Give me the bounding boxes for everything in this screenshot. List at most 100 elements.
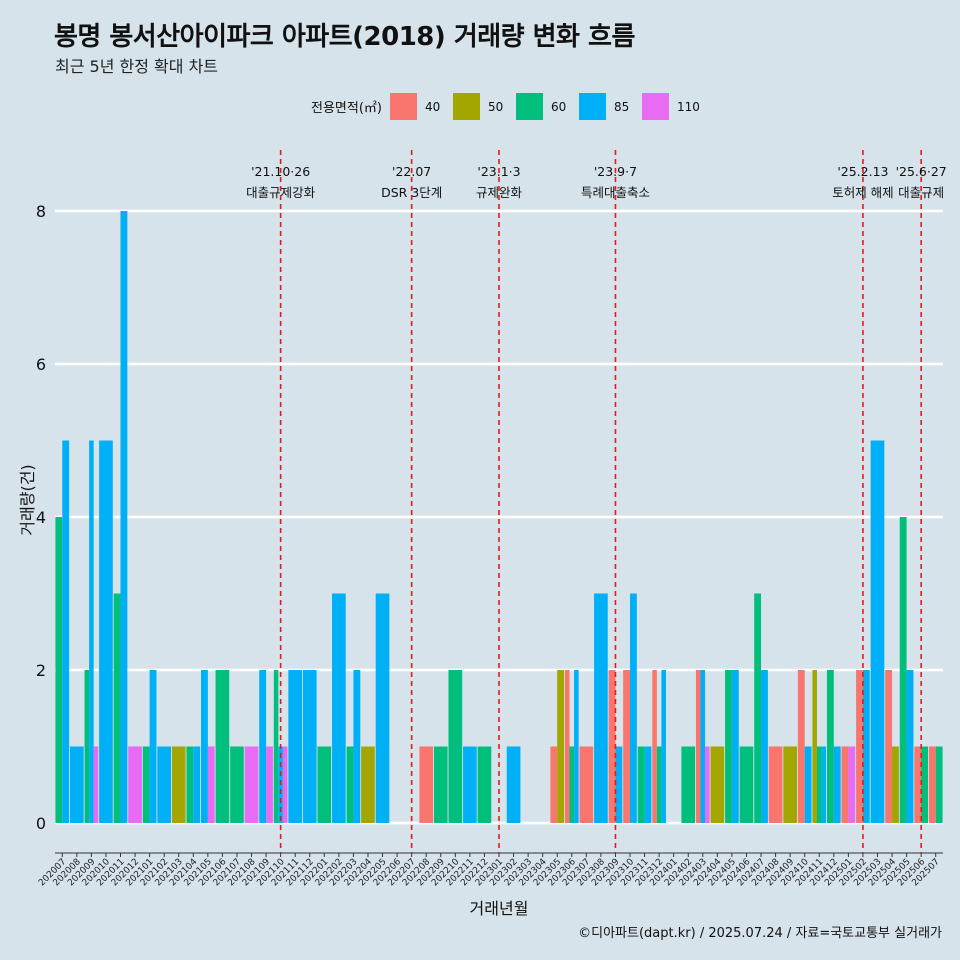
bar-202101-85 [149,670,157,823]
bar-202506-60 [921,746,929,823]
bar-202408-40 [768,746,783,823]
bar-202312-60 [656,746,662,823]
bar-202105-110 [207,746,215,823]
bar-202107-60 [230,746,244,823]
bar-202305-50 [557,670,565,823]
x-axis-title: 거래년월 [470,899,529,918]
bar-202011-60 [113,593,121,823]
bar-202205-85 [375,593,390,823]
bar-202407-85 [761,670,768,823]
legend-label-110: 110 [676,99,700,114]
bar-202410-85 [804,746,812,823]
bar-202201-60 [317,746,332,823]
y-tick-label: 6 [36,355,46,374]
bar-202302-85 [506,746,521,823]
bar-202203-60 [346,746,354,823]
event-name-label: 토허제 해제 [832,185,893,200]
bar-202505-60 [899,517,907,823]
legend-label-40: 40 [424,99,441,114]
bar-202306-40 [564,670,570,823]
bar-202407-60 [754,593,762,823]
bar-202203-85 [353,670,361,823]
bar-202202-85 [332,593,346,823]
bar-202108-110 [244,746,259,823]
bar-202305-40 [550,746,558,823]
bar-202403-110 [705,746,710,823]
bar-202008-85 [69,746,84,823]
legend-item-40: 40 [389,93,445,120]
event-name-label: 대출규제강화 [246,185,316,200]
bar-202111-85 [288,670,303,823]
bar-202106-60 [215,670,230,823]
source-caption: ©디아파트(dapt.kr) / 2025.07.24 / 자료=국토교통부 실… [578,926,942,941]
bar-202504-40 [885,670,893,823]
bar-202306-85 [574,670,579,823]
bar-202212-60 [477,746,492,823]
bar-202406-60 [739,746,754,823]
y-axis-title: 거래량(건) [18,464,37,535]
bar-202101-60 [142,746,150,823]
bar-202409-50 [783,746,797,823]
event-date-label: '21.10·26 [251,164,310,179]
bar-202310-40 [623,670,631,823]
bar-202411-85 [821,746,827,823]
bar-202506-40 [914,746,922,823]
y-tick-label: 4 [36,508,46,527]
legend-title: 전용면적(㎡) [311,101,382,116]
bar-202308-85 [594,593,608,823]
bar-202405-85 [731,670,739,823]
bar-202402-60 [681,746,696,823]
bar-202411-50 [812,670,817,823]
bar-202501-110 [848,746,856,823]
bar-202405-60 [725,670,732,823]
legend-item-50: 50 [452,93,508,120]
bar-202309-40 [608,670,616,823]
bar-202211-85 [463,746,477,823]
event-name-label: 특례대출축소 [581,185,650,200]
bar-202504-50 [892,746,899,823]
bar-202306-60 [569,746,575,823]
bar-202103-50 [171,746,186,823]
bar-202503-85 [870,440,885,823]
y-tick-label: 2 [36,661,46,680]
bar-202411-60 [816,746,822,823]
legend-label-85: 85 [613,99,630,114]
bar-202505-85 [906,670,914,823]
event-date-label: '22.07 [392,164,431,179]
legend-label-50: 50 [487,99,504,114]
legend-swatch-50 [452,93,480,120]
bar-202410-40 [797,670,805,823]
y-tick-label: 0 [36,814,46,833]
event-date-label: '25.6·27 [896,164,947,179]
bar-202307-40 [579,746,594,823]
bar-202412-60 [826,670,834,823]
bar-202105-85 [201,670,208,823]
bar-202404-50 [710,746,725,823]
legend-swatch-60 [515,93,543,120]
bar-202012-110 [128,746,142,823]
bar-202010-85 [99,440,113,823]
bar-202110-110 [282,746,288,823]
bar-202403-40 [695,670,701,823]
bar-202204-50 [361,746,375,823]
legend-item-60: 60 [515,93,571,120]
bar-202009-60 [84,670,90,823]
bar-202104-60 [186,746,194,823]
legend-swatch-110 [641,93,669,120]
bar-202403-85 [700,670,706,823]
bar-202208-40 [419,746,434,823]
bar-202507-60 [935,746,943,823]
legend-label-60: 60 [550,99,567,114]
bar-202312-85 [661,670,666,823]
legend-item-85: 85 [578,93,634,120]
event-name-label: 대출규제 [898,185,944,200]
bar-202009-85 [89,440,94,823]
bar-202112-85 [302,670,317,823]
bar-202507-40 [928,746,936,823]
legend-swatch-85 [578,93,606,120]
event-date-label: '25.2.13 [837,164,888,179]
chart-subtitle: 최근 5년 한정 확대 차트 [55,57,219,76]
bar-202502-85 [862,670,870,823]
bar-202109-85 [259,670,267,823]
